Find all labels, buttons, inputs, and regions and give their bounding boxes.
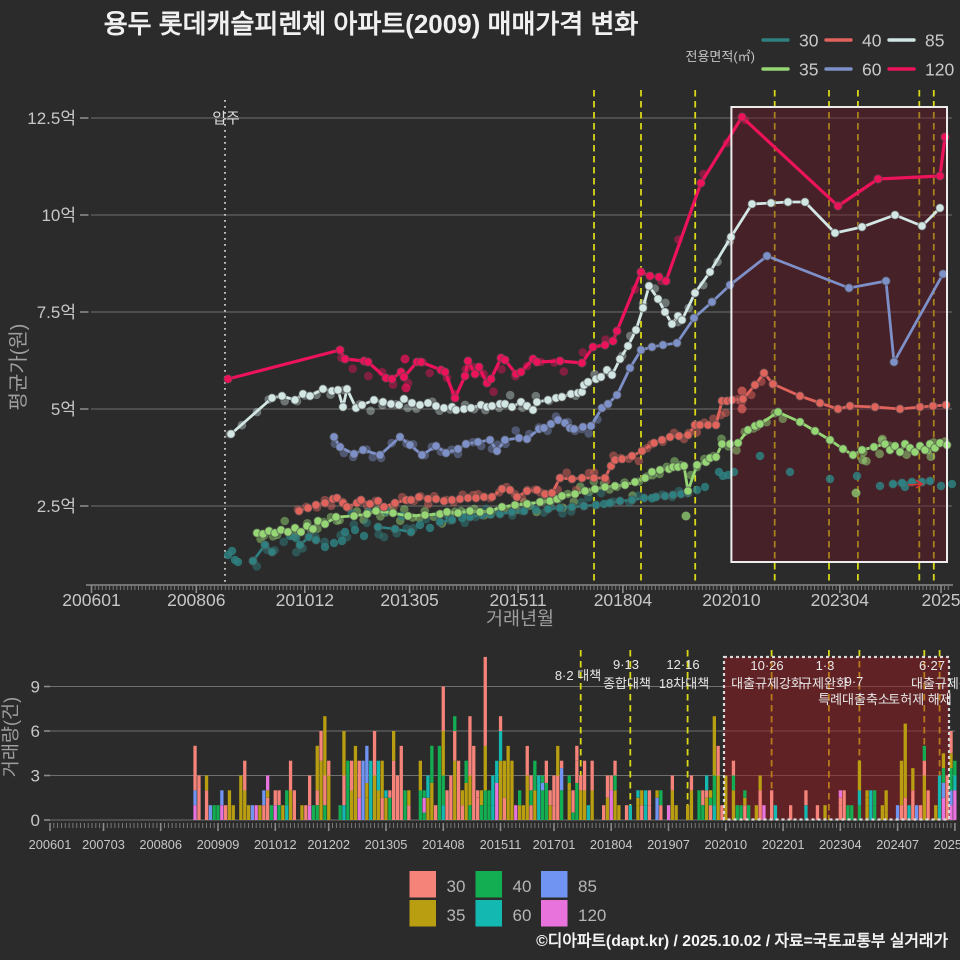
svg-text:입주: 입주: [212, 110, 240, 127]
svg-text:12·16: 12·16: [666, 657, 699, 672]
svg-text:40: 40: [513, 877, 532, 896]
svg-text:9·7: 9·7: [845, 674, 864, 689]
svg-text:대출규제강화: 대출규제강화: [911, 676, 960, 691]
svg-text:85: 85: [925, 31, 944, 51]
svg-text:201305: 201305: [365, 837, 408, 852]
svg-text:201804: 201804: [594, 590, 653, 610]
svg-text:6·27: 6·27: [919, 658, 945, 673]
svg-text:35: 35: [799, 60, 818, 80]
svg-text:202010: 202010: [704, 837, 747, 852]
svg-text:200703: 200703: [82, 837, 125, 852]
svg-text:특례대출축소: 특례대출축소: [818, 692, 890, 707]
svg-text:201012: 201012: [254, 837, 297, 852]
svg-text:평균가(원): 평균가(원): [7, 324, 30, 411]
svg-text:6: 6: [31, 722, 40, 741]
svg-text:201305: 201305: [380, 590, 438, 610]
svg-text:201012: 201012: [276, 590, 334, 610]
svg-text:5억: 5억: [51, 400, 76, 419]
svg-text:종합대책: 종합대책: [603, 676, 651, 691]
svg-text:200806: 200806: [167, 590, 225, 610]
svg-text:30: 30: [447, 877, 466, 896]
svg-text:9: 9: [31, 678, 40, 697]
svg-text:200601: 200601: [62, 590, 120, 610]
svg-text:201907: 201907: [647, 837, 690, 852]
svg-text:10억: 10억: [41, 206, 76, 225]
svg-text:201804: 201804: [590, 837, 633, 852]
svg-text:201511: 201511: [480, 837, 522, 852]
svg-text:8·2 대책: 8·2 대책: [555, 668, 601, 683]
svg-text:85: 85: [578, 877, 597, 896]
svg-text:201408: 201408: [422, 837, 465, 852]
svg-text:거래년월: 거래년월: [486, 608, 554, 629]
svg-text:202201: 202201: [762, 837, 805, 852]
svg-text:202407: 202407: [876, 837, 919, 852]
svg-text:40: 40: [862, 31, 882, 51]
svg-text:0: 0: [31, 811, 40, 830]
svg-text:35: 35: [447, 906, 466, 925]
svg-text:200909: 200909: [197, 837, 240, 852]
svg-text:3: 3: [31, 767, 40, 786]
svg-text:©디아파트(dapt.kr) / 2025.10.02 /: ©디아파트(dapt.kr) / 2025.10.02 / 자료=국토교통부 실…: [536, 932, 948, 950]
svg-text:202304: 202304: [819, 837, 862, 852]
svg-text:토허제 해제: 토허제 해제: [888, 692, 951, 707]
svg-text:60: 60: [862, 60, 882, 80]
svg-text:10·26: 10·26: [750, 658, 783, 673]
svg-text:규제완화: 규제완화: [800, 676, 848, 691]
svg-text:201701: 201701: [533, 837, 576, 852]
svg-text:202510: 202510: [934, 837, 960, 852]
svg-text:2025: 2025: [922, 590, 960, 610]
svg-text:201202: 201202: [307, 837, 350, 852]
svg-text:18차대책: 18차대책: [659, 676, 709, 691]
svg-text:60: 60: [513, 906, 532, 925]
svg-text:201511: 201511: [490, 590, 547, 610]
svg-text:202010: 202010: [702, 590, 761, 610]
svg-text:전용면적(㎡): 전용면적(㎡): [686, 49, 756, 64]
svg-text:용두 롯데캐슬피렌체 아파트(2009) 매매가격 변화: 용두 롯데캐슬피렌체 아파트(2009) 매매가격 변화: [104, 9, 639, 39]
svg-text:9·13: 9·13: [613, 657, 639, 672]
svg-text:12.5억: 12.5억: [27, 109, 76, 128]
svg-text:1·3: 1·3: [816, 658, 835, 673]
svg-text:202304: 202304: [811, 590, 870, 610]
svg-text:30: 30: [799, 31, 819, 51]
svg-text:대출규제강화: 대출규제강화: [731, 676, 803, 691]
svg-text:120: 120: [578, 906, 606, 925]
svg-text:200601: 200601: [29, 837, 72, 852]
svg-text:200806: 200806: [139, 837, 182, 852]
svg-text:2.5억: 2.5억: [37, 497, 76, 516]
svg-text:거래량(건): 거래량(건): [0, 697, 21, 777]
svg-text:7.5억: 7.5억: [37, 303, 76, 322]
svg-text:120: 120: [925, 60, 954, 80]
